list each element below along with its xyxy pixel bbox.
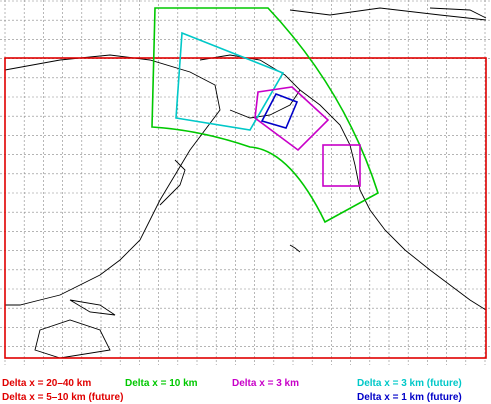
domain-3km-b [322,144,361,187]
legend-entry: Delta x = 3 km (future) [357,378,462,389]
lat-lon-grid [0,0,491,365]
coastline-north-america [289,7,487,311]
legend-entry: Delta x = 1 km (future) [357,392,462,403]
coastlines [4,7,487,359]
domain-10km [151,7,379,224]
domain-1km-future [260,92,299,129]
legend-entry: Delta x = 10 km [125,378,198,389]
legend-entry: Delta x = 20–40 km [2,378,91,389]
legend: Delta x = 20–40 km Delta x = 10 km Delta… [2,378,462,403]
domain-3km-future [175,31,285,131]
legend-entry: Delta x = 5–10 km (future) [2,392,123,403]
coastline-australia [34,319,111,359]
legend-entry: Delta x = 3 km [232,378,299,389]
coastline-japan [159,159,186,206]
domain-3km [254,86,330,152]
coastline-asia [4,54,221,306]
coastline-new-guinea [69,299,116,316]
coastline-greenland [429,7,487,19]
hawaii [289,244,301,253]
domain-20-40km [4,57,487,359]
